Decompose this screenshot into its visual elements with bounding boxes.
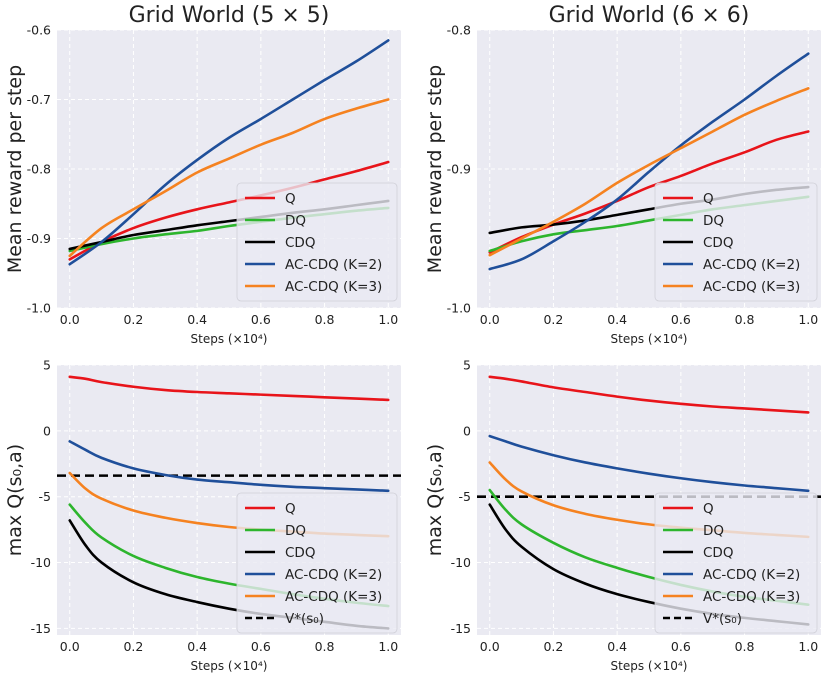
chart-panel-4: 0.0 0.2 0.4 0.6 0.8 1.0 -15 -10 -5 0 5 Steps (×10⁴)… [424, 358, 821, 673]
x-tick-label: 1.0 [378, 639, 398, 654]
legend: Q DQ CDQ AC-CDQ (K=2) AC-CDQ (K=3) V*(s₀) [236, 492, 398, 634]
series-line-1 [68, 160, 390, 261]
series-line-5 [488, 87, 810, 257]
x-tick-label: 0.2 [543, 639, 563, 654]
y-tick-label: -1.0 [447, 301, 471, 316]
legend-box [654, 492, 818, 634]
y-tick-label: -0.7 [27, 92, 51, 107]
series-line-1 [68, 375, 390, 402]
legend-entry-label: AC-CDQ (K=3) [703, 279, 800, 295]
y-tick-label: 0 [43, 423, 51, 438]
legend: Q DQ CDQ AC-CDQ (K=2) AC-CDQ (K=3) [654, 182, 818, 302]
x-tick-label: 0.6 [671, 312, 691, 327]
y-axis-label: max Q(s₀,a) [424, 444, 446, 556]
legend-box [654, 182, 818, 302]
legend-entry-label: Q [703, 501, 714, 517]
legend-entry-label: DQ [285, 213, 306, 229]
legend-entry-label: AC-CDQ (K=2) [285, 257, 382, 273]
y-tick-label: -0.6 [27, 23, 51, 38]
x-tick-label: 0.2 [123, 639, 143, 654]
x-tick-label: 0.4 [187, 312, 207, 327]
legend-entry-label: Q [703, 191, 714, 207]
y-tick-label: -15 [31, 621, 51, 636]
legend-box [236, 182, 398, 302]
x-axis-label: Steps (×10⁴) [611, 332, 688, 346]
legend-box [236, 492, 398, 634]
x-tick-label: 0.8 [315, 639, 335, 654]
legend-entry-label: CDQ [703, 545, 733, 561]
y-tick-label: -5 [459, 489, 471, 504]
x-tick-label: 0.0 [60, 639, 80, 654]
x-tick-label: 0.0 [60, 312, 80, 327]
y-axis-label: max Q(s₀,a) [4, 444, 26, 556]
y-tick-label: 5 [43, 358, 51, 373]
legend-entry-label: AC-CDQ (K=3) [285, 589, 382, 605]
series-line-4 [68, 440, 390, 493]
x-tick-label: 0.4 [607, 312, 627, 327]
x-tick-label: 0.6 [671, 639, 691, 654]
y-tick-label: -10 [31, 555, 51, 570]
legend-entry-label: DQ [703, 523, 724, 539]
x-axis-label: Steps (×10⁴) [611, 659, 688, 673]
chart-panel-2: 0.0 0.2 0.4 0.6 0.8 1.0 -1.0 -0.9 -0.8 Grid World… [424, 3, 821, 346]
legend-entry-label: CDQ [285, 545, 315, 561]
x-tick-label: 1.0 [378, 312, 398, 327]
x-tick-label: 0.4 [607, 639, 627, 654]
chart-title: Grid World (5 × 5) [129, 3, 330, 28]
x-tick-label: 1.0 [798, 312, 818, 327]
legend-entry-label: DQ [703, 213, 724, 229]
y-tick-label: -0.8 [447, 23, 471, 38]
x-tick-label: 0.0 [480, 639, 500, 654]
x-tick-label: 0.4 [187, 639, 207, 654]
y-tick-label: 5 [463, 358, 471, 373]
y-tick-label: -10 [451, 555, 471, 570]
x-tick-label: 0.0 [480, 312, 500, 327]
legend-entry-label: AC-CDQ (K=2) [285, 567, 382, 583]
y-tick-label: -15 [451, 621, 471, 636]
y-tick-label: -0.8 [27, 162, 51, 177]
x-tick-label: 0.8 [735, 639, 755, 654]
legend: Q DQ CDQ AC-CDQ (K=2) AC-CDQ (K=3) [236, 182, 398, 302]
x-tick-label: 0.2 [123, 312, 143, 327]
y-tick-label: -5 [39, 489, 51, 504]
chart-title: Grid World (6 × 6) [549, 3, 750, 28]
legend-entry-label: CDQ [703, 235, 733, 251]
x-tick-label: 0.6 [251, 639, 271, 654]
series-line-4 [488, 434, 810, 493]
y-tick-label: -0.9 [447, 162, 471, 177]
y-tick-label: -1.0 [27, 301, 51, 316]
legend: Q DQ CDQ AC-CDQ (K=2) AC-CDQ (K=3) V*(s₀) [654, 492, 818, 634]
chart-panel-1: 0.0 0.2 0.4 0.6 0.8 1.0 -1.0 -0.9 -0.8 -0.7 -0.6 Gr… [4, 3, 401, 346]
legend-entry-label: V*(s₀) [285, 611, 324, 627]
y-tick-label: 0 [463, 423, 471, 438]
x-axis-label: Steps (×10⁴) [191, 332, 268, 346]
legend-entry-label: AC-CDQ (K=2) [703, 257, 800, 273]
series-line-4 [488, 52, 810, 271]
legend-entry-label: CDQ [285, 235, 315, 251]
legend-entry-label: AC-CDQ (K=3) [285, 279, 382, 295]
x-axis-label: Steps (×10⁴) [191, 659, 268, 673]
legend-entry-label: Q [285, 501, 296, 517]
x-tick-label: 0.2 [543, 312, 563, 327]
y-tick-label: -0.9 [27, 231, 51, 246]
chart-panel-3: 0.0 0.2 0.4 0.6 0.8 1.0 -15 -10 -5 0 5 Steps (×10⁴)… [4, 358, 401, 673]
legend-entry-label: AC-CDQ (K=3) [703, 589, 800, 605]
series-line-5 [68, 98, 390, 258]
legend-entry-label: DQ [285, 523, 306, 539]
x-tick-label: 1.0 [798, 639, 818, 654]
series-line-4 [68, 39, 390, 266]
legend-entry-label: V*(s₀) [703, 611, 742, 627]
legend-entry-label: AC-CDQ (K=2) [703, 567, 800, 583]
y-axis-label: Mean reward per step [4, 65, 26, 273]
x-tick-label: 0.6 [251, 312, 271, 327]
series-line-1 [488, 375, 810, 414]
y-axis-label: Mean reward per step [424, 65, 446, 273]
legend-entry-label: Q [285, 191, 296, 207]
x-tick-label: 0.8 [315, 312, 335, 327]
x-tick-label: 0.8 [735, 312, 755, 327]
